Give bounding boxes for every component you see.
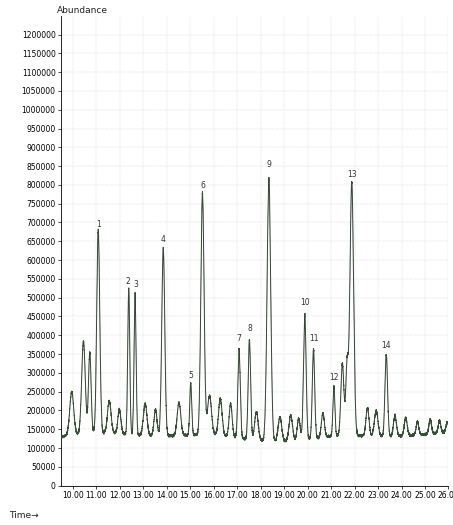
Text: 5: 5 xyxy=(188,371,193,381)
Text: 11: 11 xyxy=(309,334,319,343)
Text: 8: 8 xyxy=(248,323,253,333)
Text: Abundance: Abundance xyxy=(57,6,108,15)
Text: 2: 2 xyxy=(126,277,130,286)
Text: 10: 10 xyxy=(300,298,310,308)
Text: 12: 12 xyxy=(329,373,339,382)
Text: 4: 4 xyxy=(161,235,166,244)
Text: 14: 14 xyxy=(381,341,391,350)
Text: 7: 7 xyxy=(236,334,241,343)
Text: 3: 3 xyxy=(133,280,138,289)
Text: 1: 1 xyxy=(96,220,101,229)
Text: 9: 9 xyxy=(266,160,271,169)
Text: Time→: Time→ xyxy=(9,511,39,520)
Text: 13: 13 xyxy=(347,170,357,179)
Text: 6: 6 xyxy=(200,181,205,190)
